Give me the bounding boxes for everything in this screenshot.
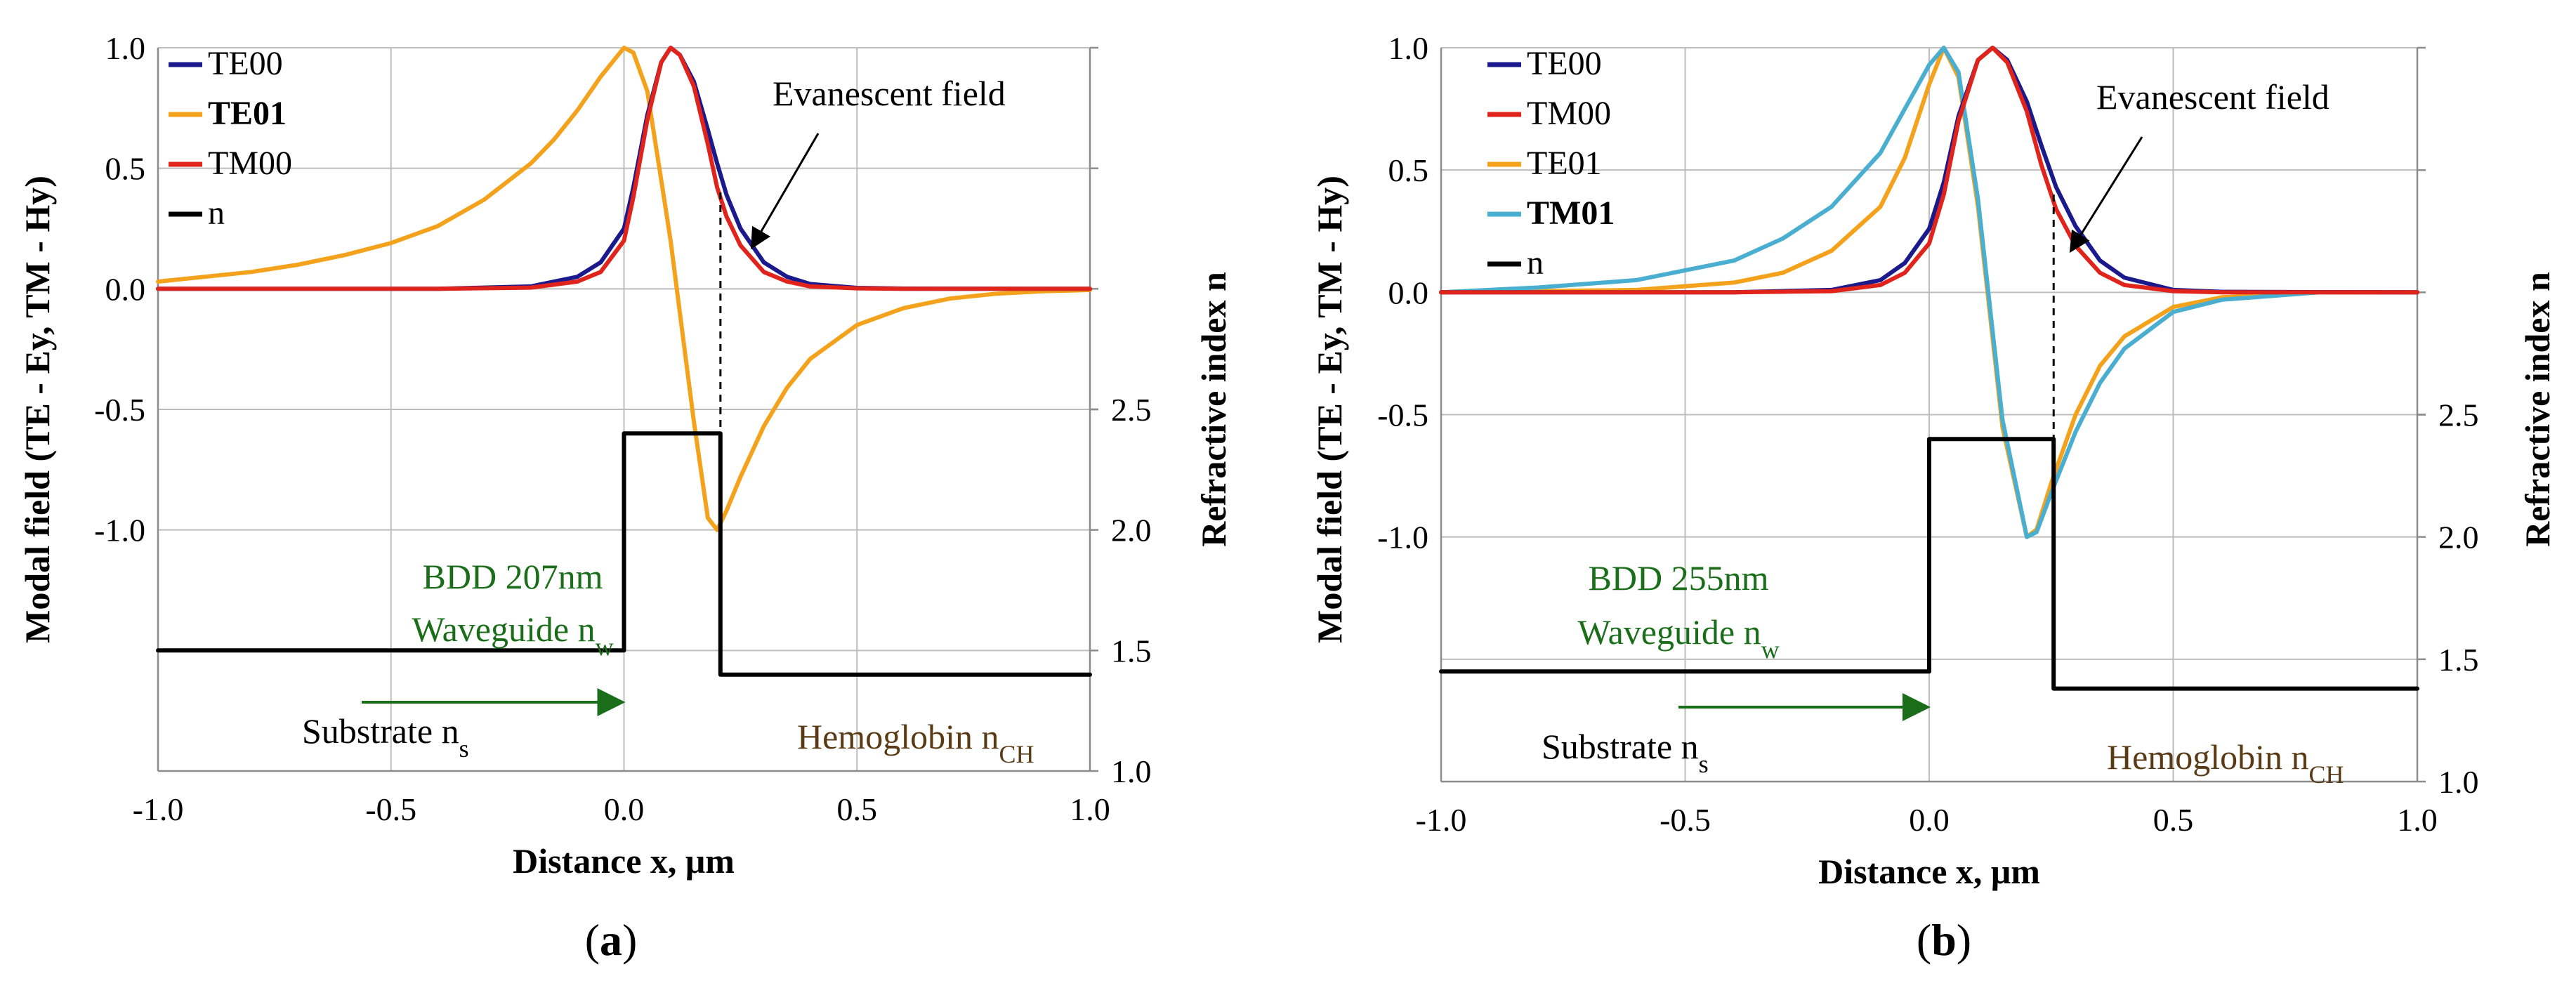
y-tick-label: -1.0 bbox=[1377, 520, 1428, 555]
hemoglobin-label-main: Hemoglobin n bbox=[2107, 737, 2308, 777]
legend-label: TE00 bbox=[208, 45, 283, 82]
y-tick-label: -1.0 bbox=[94, 513, 145, 548]
y2-tick-label: 2.5 bbox=[2438, 397, 2479, 433]
y2-axis-title: Refractive index n bbox=[2518, 272, 2557, 547]
y-tick-label: -0.5 bbox=[94, 392, 145, 428]
waveguide-label-sub: w bbox=[1761, 635, 1780, 664]
caption-letter: b bbox=[1931, 915, 1957, 965]
series-line-tm00 bbox=[156, 46, 1092, 291]
substrate-label-main: Substrate n bbox=[302, 711, 459, 751]
series-line-tm00 bbox=[1439, 46, 2419, 295]
caption-prefix: ( bbox=[1917, 915, 1931, 965]
y-tick-label: 0.5 bbox=[1388, 152, 1429, 188]
substrate-label: Substrate ns bbox=[302, 711, 469, 763]
series-line-tm01 bbox=[1439, 46, 2419, 539]
bdd-label: BDD 207nm bbox=[423, 557, 603, 596]
x-tick-label: -1.0 bbox=[133, 791, 184, 827]
x-tick-label: -0.5 bbox=[365, 791, 416, 827]
hemoglobin-label-sub: CH bbox=[2308, 760, 2344, 789]
x-tick-label: 0.5 bbox=[2153, 802, 2194, 838]
y2-tick-label: 1.5 bbox=[2438, 642, 2479, 678]
evanescent-arrow bbox=[750, 133, 820, 250]
caption-letter: a bbox=[600, 915, 622, 965]
caption-prefix: ( bbox=[585, 915, 600, 965]
evanescent-label: Evanescent field bbox=[2096, 77, 2329, 117]
hemoglobin-label: Hemoglobin nCH bbox=[2107, 737, 2344, 789]
x-tick-label: 1.0 bbox=[2397, 802, 2438, 838]
y-tick-label: 1.0 bbox=[1388, 30, 1429, 66]
y-tick-label: 1.0 bbox=[105, 30, 146, 66]
substrate-label-sub: s bbox=[1699, 750, 1709, 778]
y-tick-label: 0.0 bbox=[105, 271, 146, 307]
x-tick-label: -1.0 bbox=[1416, 802, 1467, 838]
legend-label: TE00 bbox=[1527, 45, 1602, 82]
substrate-label-main: Substrate n bbox=[1542, 727, 1699, 766]
evanescent-arrow bbox=[2069, 136, 2143, 253]
chart-panel-a: -1.0 -0.5 0.0 0.5 1.01.00.50.0-0.5-1.02.52.0… bbox=[18, 30, 1233, 965]
waveguide-label-main: Waveguide n bbox=[412, 610, 595, 649]
x-tick-label: 0.5 bbox=[837, 791, 878, 827]
legend-label: n bbox=[1527, 244, 1544, 282]
y2-tick-label: 1.0 bbox=[1111, 753, 1152, 789]
hemoglobin-label-sub: CH bbox=[999, 740, 1034, 768]
legend-label: TE01 bbox=[208, 95, 287, 132]
series-line-n bbox=[156, 431, 1092, 677]
caption-suffix: ) bbox=[1957, 915, 1971, 965]
series-line-n bbox=[1439, 437, 2419, 691]
x-tick-label: 0.0 bbox=[604, 791, 645, 827]
y-tick-label: 0.5 bbox=[105, 151, 146, 187]
y2-axis-title: Refractive index n bbox=[1194, 272, 1233, 547]
x-tick-label: -0.5 bbox=[1660, 802, 1711, 838]
y-tick-label: -0.5 bbox=[1377, 397, 1428, 433]
x-axis-title: Distance x, μm bbox=[513, 841, 735, 881]
substrate-label-sub: s bbox=[459, 735, 469, 763]
waveguide-label: Waveguide nw bbox=[1577, 612, 1779, 664]
evanescent-label: Evanescent field bbox=[773, 74, 1006, 113]
y-tick-label: 0.0 bbox=[1388, 275, 1429, 310]
x-tick-label: 1.0 bbox=[1070, 791, 1110, 827]
panel-caption: (a) bbox=[585, 915, 638, 965]
hemoglobin-label: Hemoglobin nCH bbox=[797, 717, 1034, 768]
legend-label: TM00 bbox=[1527, 95, 1611, 132]
legend-label: TM01 bbox=[1527, 195, 1615, 232]
y2-tick-label: 2.0 bbox=[1111, 513, 1152, 548]
y-axis-title: Modal field (TE - Ey, TM - Hy) bbox=[18, 176, 57, 643]
legend-label: TE01 bbox=[1527, 145, 1602, 182]
x-axis-title: Distance x, μm bbox=[1818, 852, 2040, 891]
series-line-te01 bbox=[156, 46, 1092, 532]
bdd-label: BDD 255nm bbox=[1589, 558, 1769, 598]
y2-tick-label: 1.0 bbox=[2438, 764, 2479, 800]
legend-label: TM00 bbox=[208, 145, 292, 182]
legend-label: n bbox=[208, 195, 225, 232]
y-axis-title: Modal field (TE - Ey, TM - Hy) bbox=[1310, 176, 1349, 643]
chart-panel-b: -1.0 -0.5 0.0 0.5 1.01.00.50.0-0.5-1.02.52.0… bbox=[1310, 30, 2557, 965]
panel-caption: (b) bbox=[1917, 915, 1971, 965]
waveguide-label-sub: w bbox=[596, 633, 614, 661]
caption-suffix: ) bbox=[622, 915, 637, 965]
hemoglobin-label-main: Hemoglobin n bbox=[797, 717, 999, 756]
waveguide-label-main: Waveguide n bbox=[1577, 612, 1761, 652]
waveguide-label: Waveguide nw bbox=[412, 610, 613, 661]
y2-tick-label: 2.0 bbox=[2438, 520, 2479, 555]
x-tick-label: 0.0 bbox=[1909, 802, 1950, 838]
y2-tick-label: 1.5 bbox=[1111, 633, 1152, 668]
substrate-label: Substrate ns bbox=[1542, 727, 1709, 778]
y2-tick-label: 2.5 bbox=[1111, 392, 1152, 428]
